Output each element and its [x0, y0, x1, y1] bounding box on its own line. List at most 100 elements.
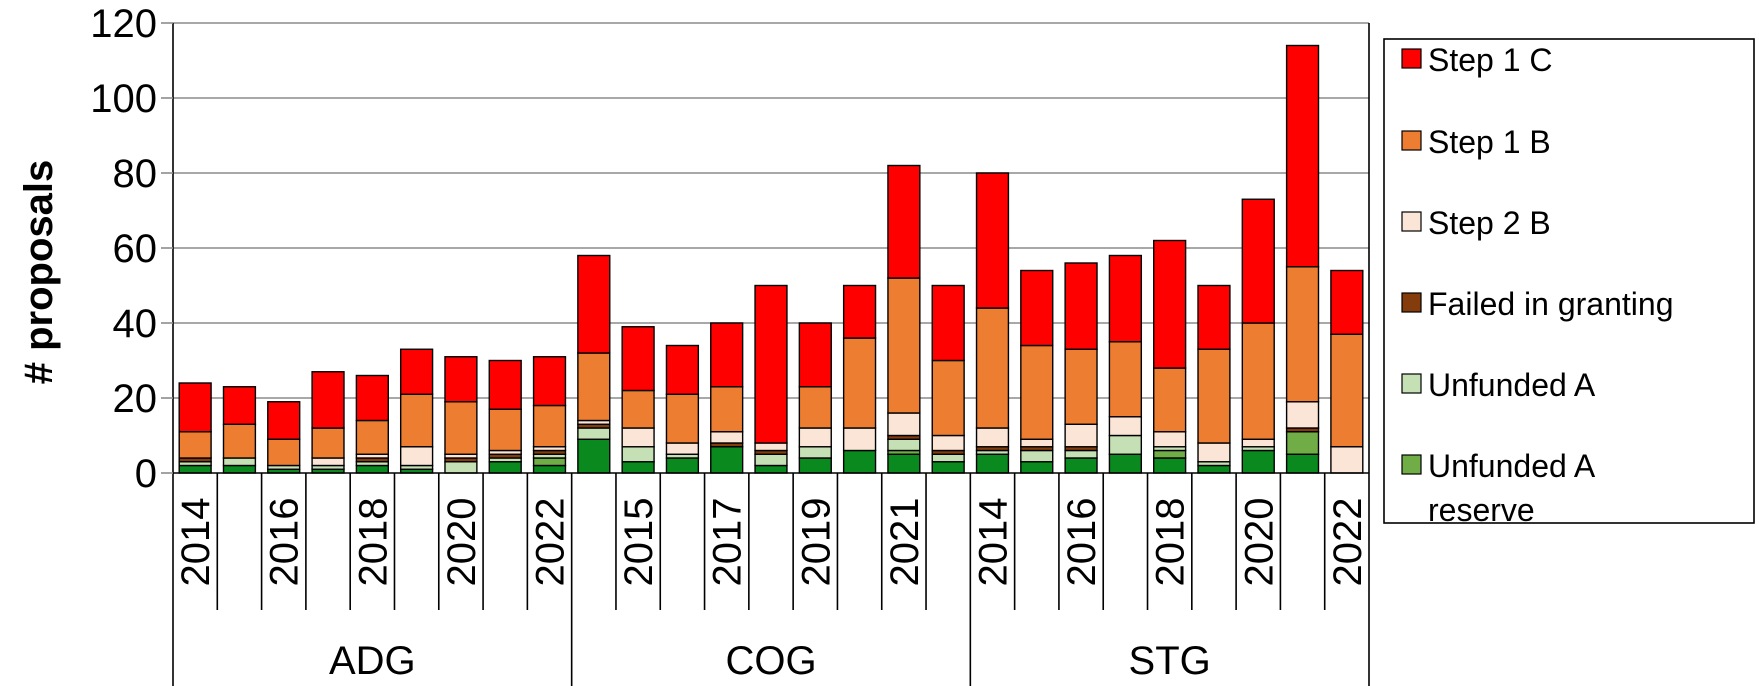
x-tick-label: 2018: [1149, 498, 1193, 587]
bar-segment: [577, 427, 611, 440]
bar-segment: [1064, 423, 1098, 448]
bar-segment: [665, 442, 700, 455]
bar-segment: [488, 408, 522, 452]
group-label: COG: [725, 639, 816, 683]
bar-segment: [621, 427, 655, 448]
y-tick-label: 0: [135, 452, 157, 496]
x-axis-ticks: 2014 2016 2018 2020 2022 2015 2017 2019 2021 2014…: [174, 473, 1370, 686]
legend-label: Step 1 C: [1428, 42, 1553, 78]
bar-segment: [975, 453, 1010, 474]
bar-segment: [621, 326, 655, 392]
group-label: ADG: [329, 639, 416, 683]
legend-label: reserve: [1428, 492, 1535, 528]
bar-segment: [621, 461, 655, 474]
bar-segment: [1241, 198, 1275, 324]
legend-label: Unfunded A: [1428, 448, 1596, 484]
bar-segment: [399, 348, 434, 395]
x-tick-label: 2014: [971, 498, 1015, 587]
bar-segment: [842, 427, 877, 452]
bar-segment: [1153, 431, 1187, 448]
bar-segment: [1020, 461, 1054, 474]
bar-segment: [1020, 344, 1054, 440]
bar-segment: [798, 427, 832, 448]
bar-segment: [1330, 269, 1364, 335]
legend-swatch: [1401, 48, 1422, 69]
bar-segment: [178, 464, 212, 474]
bar-segment: [1153, 367, 1187, 433]
x-tick-label: 2022: [1326, 498, 1370, 587]
bar-segment: [311, 427, 345, 459]
bar-segment: [754, 284, 788, 444]
bar-segment: [1064, 449, 1098, 459]
bar-segment: [1153, 239, 1187, 369]
bar-segment: [178, 431, 212, 459]
bars: [178, 44, 1364, 474]
y-axis-label: # proposals: [17, 160, 61, 385]
x-tick-label: 2017: [706, 498, 750, 587]
bar-segment: [710, 386, 744, 433]
bar-segment: [1020, 269, 1054, 347]
y-tick-label: 40: [113, 302, 158, 346]
bar-segment: [1241, 438, 1275, 448]
group-labels: ADG COG STG: [329, 639, 1211, 683]
bar-segment: [887, 438, 921, 452]
bar-segment: [222, 386, 257, 425]
legend-swatch: [1401, 373, 1422, 394]
bar-segment: [975, 427, 1010, 448]
bar-segment: [842, 337, 877, 429]
y-tick-label: 120: [90, 2, 157, 46]
bar-segment: [1020, 449, 1054, 463]
bar-segment: [842, 284, 877, 339]
x-tick-label: 2019: [794, 498, 838, 587]
bar-segment: [710, 322, 744, 388]
bar-segment: [1241, 449, 1275, 474]
bar-segment: [931, 453, 965, 463]
bar-segment: [355, 419, 389, 455]
bar-segment: [798, 446, 832, 459]
bar-segment: [1108, 434, 1143, 455]
bar-segment: [444, 461, 478, 474]
bar-segment: [1285, 431, 1320, 455]
bar-segment: [887, 277, 921, 414]
bar-segment: [488, 359, 522, 410]
y-tick-label: 100: [90, 77, 157, 121]
bar-segment: [399, 393, 434, 448]
bar-segment: [1153, 457, 1187, 474]
bar-segment: [621, 446, 655, 463]
bar-segment: [975, 172, 1010, 309]
bar-segment: [931, 461, 965, 474]
bar-segment: [1285, 453, 1320, 474]
x-tick-label: 2022: [529, 498, 573, 587]
bar-segment: [798, 457, 832, 474]
bar-segment: [1197, 442, 1231, 463]
bar-segment: [1197, 284, 1231, 350]
bar-segment: [1330, 333, 1364, 448]
legend-swatch: [1401, 211, 1422, 232]
bar-segment: [222, 423, 257, 459]
bar-segment: [1020, 438, 1054, 448]
bar-segment: [577, 438, 611, 474]
bar-segment: [710, 431, 744, 444]
x-tick-label: 2020: [440, 498, 484, 587]
bar-segment: [1064, 348, 1098, 425]
bar-segment: [887, 453, 921, 474]
bar-segment: [1108, 341, 1143, 418]
legend-swatch: [1401, 130, 1422, 151]
bar-segment: [665, 393, 700, 444]
group-label: STG: [1129, 639, 1211, 683]
bar-segment: [665, 344, 700, 395]
bar-segment: [798, 386, 832, 429]
bar-segment: [444, 401, 478, 455]
bar-segment: [355, 374, 389, 422]
bar-segment: [887, 164, 921, 279]
bar-segment: [1285, 44, 1320, 268]
bar-segment: [222, 457, 257, 467]
x-tick-label: 2015: [617, 498, 661, 587]
bar-segment: [1064, 262, 1098, 350]
bar-segment: [1197, 348, 1231, 444]
plot-frame: [172, 23, 1370, 686]
x-tick-label: 2016: [263, 498, 307, 587]
bar-segment: [798, 322, 832, 388]
bar-segment: [1330, 446, 1364, 474]
